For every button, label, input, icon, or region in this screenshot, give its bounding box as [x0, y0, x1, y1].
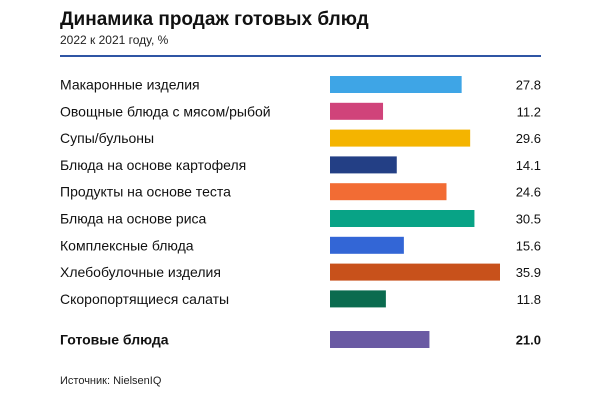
total-value-label: 21.0	[516, 333, 541, 348]
value-label: 30.5	[516, 212, 541, 227]
category-label: Овощные блюда с мясом/рыбой	[60, 103, 271, 119]
category-label: Хлебобулочные изделия	[60, 264, 221, 280]
category-label: Комплексные блюда	[60, 237, 194, 253]
bar	[330, 290, 386, 308]
chart-subtitle: 2022 к 2021 году, %	[60, 33, 169, 47]
bar	[330, 129, 471, 147]
value-label: 35.9	[516, 265, 541, 280]
value-label: 29.6	[516, 131, 541, 146]
source-note: Источник: NielsenIQ	[60, 375, 162, 387]
bar	[330, 236, 404, 254]
category-label: Блюда на основе картофеля	[60, 157, 246, 173]
value-label: 15.6	[516, 238, 541, 253]
value-label: 24.6	[516, 185, 541, 200]
value-label: 14.1	[516, 158, 541, 173]
value-label: 11.8	[517, 292, 541, 307]
bar	[330, 183, 447, 201]
total-category-label: Готовые блюда	[60, 332, 169, 348]
category-label: Макаронные изделия	[60, 77, 200, 93]
category-label: Скоропортящиеся салаты	[60, 291, 229, 307]
category-label: Продукты на основе теста	[60, 184, 231, 200]
category-label: Блюда на основе риса	[60, 211, 207, 227]
value-label: 27.8	[516, 78, 541, 93]
header-rule	[60, 55, 541, 57]
chart-title: Динамика продаж готовых блюд	[60, 9, 369, 30]
bar	[330, 156, 397, 174]
bar	[330, 210, 475, 227]
bar	[330, 76, 462, 93]
total-bar	[330, 331, 430, 348]
bar	[330, 102, 384, 120]
category-label: Супы/бульоны	[60, 130, 154, 146]
value-label: 11.2	[517, 104, 541, 119]
bar	[330, 263, 500, 281]
